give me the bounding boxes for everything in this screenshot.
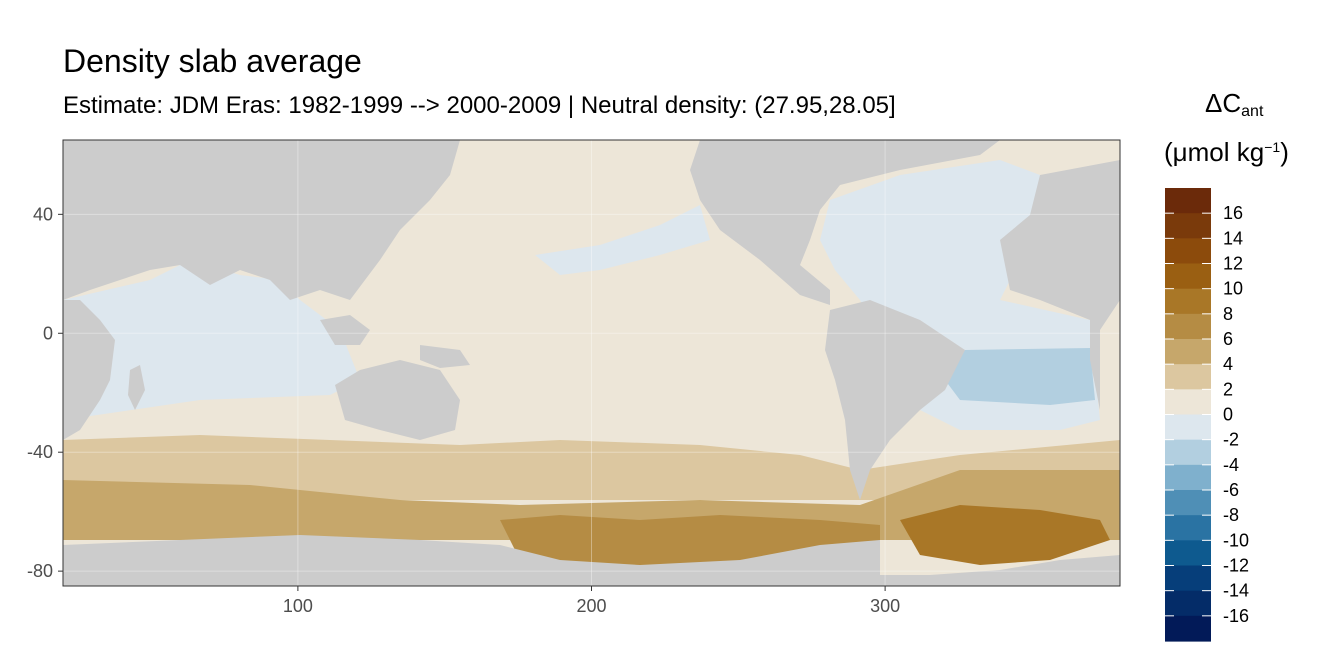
legend-swatch	[1165, 490, 1211, 516]
land-north-america	[690, 140, 1000, 305]
x-tick-label: 100	[283, 596, 313, 616]
land-australia	[335, 360, 460, 440]
legend-label: 6	[1223, 329, 1233, 349]
legend-label: 4	[1223, 354, 1233, 374]
legend-title: ΔCant	[1205, 88, 1263, 121]
region-south-atlantic-tropics	[945, 348, 1095, 405]
legend-label: 0	[1223, 405, 1233, 425]
legend-swatch	[1165, 238, 1211, 265]
legend-unit-suffix: )	[1280, 137, 1289, 167]
legend-label: -14	[1223, 581, 1249, 601]
legend-swatch	[1165, 515, 1211, 541]
legend-swatch	[1165, 288, 1211, 315]
legend-swatch	[1165, 540, 1211, 567]
legend-title-symbol: ΔC	[1205, 88, 1242, 118]
legend-label: -4	[1223, 455, 1239, 475]
land-layer	[63, 140, 1120, 586]
legend-swatch	[1165, 263, 1211, 290]
legend-swatch	[1165, 213, 1211, 239]
land-maritime-continent	[320, 315, 370, 345]
land-eurasia	[63, 140, 460, 300]
gridlines	[63, 140, 1120, 586]
chart-subtitle: Estimate: JDM Eras: 1982-1999 --> 2000-2…	[63, 92, 896, 119]
legend-swatch	[1165, 565, 1211, 592]
y-tick-label: -80	[27, 561, 53, 581]
legend-label: -8	[1223, 505, 1239, 525]
land-south-america	[825, 300, 965, 500]
x-tick-label: 300	[870, 596, 900, 616]
map-layer	[63, 140, 1120, 586]
legend-labels: 16 14 12 10 8 6 4 2 0 -2 -4 -6 -8 -10 -12 -14 -16	[1165, 203, 1249, 626]
legend-colorbar	[1165, 188, 1211, 642]
legend-label: -16	[1223, 606, 1249, 626]
legend-label: -2	[1223, 430, 1239, 450]
land-antarctica	[63, 535, 1120, 586]
region-north-pacific-blue	[535, 205, 710, 275]
legend-label: 12	[1223, 254, 1243, 274]
y-tick-label: 40	[33, 204, 53, 224]
y-tick-label: 0	[43, 323, 53, 343]
region-weddell-sea	[900, 505, 1110, 565]
legend-title-subscript: ant	[1241, 103, 1264, 120]
y-tick-label: -40	[27, 442, 53, 462]
legend-unit-superscript: −1	[1264, 139, 1281, 155]
legend-swatch	[1165, 464, 1211, 491]
land-madagascar	[128, 365, 145, 410]
legend-swatch	[1165, 389, 1211, 416]
legend-label: 8	[1223, 304, 1233, 324]
land-new-guinea	[420, 345, 470, 368]
legend-swatch	[1165, 414, 1211, 441]
legend-label: -12	[1223, 556, 1249, 576]
land-africa-east	[63, 140, 115, 440]
region-southern-band-mid	[63, 470, 1120, 540]
legend-label: 10	[1223, 279, 1243, 299]
land-europe-africa	[1000, 160, 1120, 410]
legend-swatch	[1165, 364, 1211, 390]
legend-label: -6	[1223, 480, 1239, 500]
legend-label: -10	[1223, 530, 1249, 550]
legend-swatch	[1165, 439, 1211, 466]
legend-label: 16	[1223, 203, 1243, 223]
legend-swatch	[1165, 188, 1211, 214]
legend-swatch	[1165, 339, 1211, 365]
x-tick-label: 200	[576, 596, 606, 616]
legend-unit-prefix: (μmol kg	[1164, 137, 1265, 167]
chart-title: Density slab average	[63, 43, 362, 79]
legend-swatch	[1165, 313, 1211, 340]
x-axis: 100 200 300	[283, 586, 900, 616]
y-axis: 40 0 -40 -80	[27, 204, 63, 581]
legend-unit: (μmol kg−1)	[1164, 137, 1289, 168]
legend-label: 14	[1223, 228, 1243, 248]
legend-swatch	[1165, 615, 1211, 642]
legend-swatch	[1165, 590, 1211, 617]
legend-label: 2	[1223, 379, 1233, 399]
